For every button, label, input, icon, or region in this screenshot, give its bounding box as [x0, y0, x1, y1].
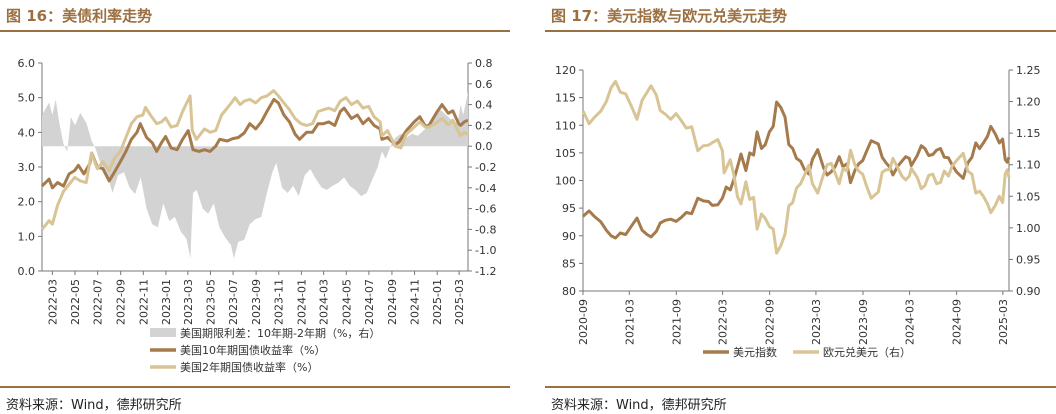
left-axis-tick-label: 100: [555, 175, 576, 188]
series-line-1: [581, 79, 1011, 255]
x-axis-tick-label: 2025-03: [453, 279, 466, 325]
x-axis-tick-label: 2022-11: [137, 279, 150, 325]
left-axis-tick-label: 85: [562, 257, 576, 270]
x-axis-tick-label: 2024-01: [295, 279, 308, 325]
x-axis-tick-label: 2022-03: [717, 299, 730, 345]
x-axis-tick-label: 2023-05: [204, 279, 217, 325]
right-axis-tick-label: 1.25: [1016, 64, 1041, 77]
x-axis-tick-label: 2023-03: [182, 279, 195, 325]
left-axis-tick-label: 80: [562, 285, 576, 298]
left-axis-tick-label: 110: [555, 119, 576, 132]
left-axis-tick-label: 90: [562, 230, 576, 243]
source-rule: [545, 386, 1056, 388]
series-spread-area: [42, 92, 468, 259]
x-axis-tick-label: 2023-01: [160, 279, 173, 325]
left-axis-tick-label: 6.0: [18, 57, 36, 70]
x-axis-tick-label: 2024-03: [904, 299, 917, 345]
left-axis-tick-label: 5.0: [18, 92, 36, 105]
right-axis-tick-label: -0.8: [475, 223, 496, 236]
x-axis-tick-label: 2022-05: [69, 279, 82, 325]
x-axis-tick-label: 2021-09: [670, 299, 683, 345]
x-axis-tick-label: 2023-09: [857, 299, 870, 345]
source-note: 资料来源：Wind，德邦研究所: [6, 398, 182, 413]
x-axis-tick-label: 2020-09: [577, 299, 590, 345]
right-axis-tick-label: 1.00: [1016, 222, 1041, 235]
legend-label: 美国期限利差：10年期-2年期（%，右）: [180, 326, 380, 340]
legend-label: 美元指数: [733, 345, 777, 359]
right-axis-tick-label: -0.2: [475, 161, 496, 174]
left-axis-tick-label: 4.0: [18, 126, 36, 139]
figure-title: 图 16：美债利率走势: [6, 7, 153, 25]
title-rule: [545, 30, 1056, 32]
right-axis-tick-label: 0.2: [475, 119, 493, 132]
right-axis-tick-label: 0.90: [1016, 285, 1041, 298]
right-axis-tick-label: -1.2: [475, 265, 496, 278]
left-axis-tick-label: 120: [555, 64, 576, 77]
ust-chart: 0.0 1.0 2.0 3.0 4.0 5.0 6.0 -1.2 -1.0 -0.8 -0.6 -0.…: [18, 57, 497, 374]
x-axis-tick-label: 2022-07: [92, 279, 105, 325]
right-axis-tick-label: 1.15: [1016, 127, 1041, 140]
chart-panel-dxy: 图 17：美元指数与欧元兑美元走势 80 85 90 95 100 105 110 115 12…: [545, 0, 1056, 414]
left-axis-tick-label: 2.0: [18, 196, 36, 209]
right-axis-tick-label: 0.95: [1016, 253, 1041, 266]
right-axis-tick-label: 1.10: [1016, 159, 1041, 172]
x-axis-tick-label: 2023-09: [250, 279, 263, 325]
right-axis-tick-label: 0.4: [475, 99, 493, 112]
x-axis-tick-label: 2024-09: [951, 299, 964, 345]
x-axis-tick-label: 2025-01: [431, 279, 444, 325]
left-axis-tick-label: 0.0: [18, 265, 36, 278]
right-axis-tick-label: -0.6: [475, 203, 496, 216]
right-axis-tick-label: 1.20: [1016, 96, 1041, 109]
left-axis-tick-label: 1.0: [18, 230, 36, 243]
x-axis-tick-label: 2024-03: [318, 279, 331, 325]
right-axis-tick-label: 0.8: [475, 57, 493, 70]
right-axis-tick-label: -0.4: [475, 182, 496, 195]
x-axis-tick-label: 2023-11: [273, 279, 286, 325]
x-axis-tick-label: 2024-11: [409, 279, 422, 325]
x-axis-tick-label: 2023-03: [810, 299, 823, 345]
right-axis-tick-label: 1.05: [1016, 190, 1041, 203]
x-axis-tick-label: 2021-03: [623, 299, 636, 345]
legend-label: 美国10年期国债收益率（%）: [180, 343, 325, 357]
x-axis-tick-label: 2024-07: [363, 279, 376, 325]
right-axis-tick-label: 0.6: [475, 78, 493, 91]
right-axis-tick-label: 0.0: [475, 140, 493, 153]
source-note: 资料来源：Wind，德邦研究所: [551, 398, 727, 413]
x-axis-tick-label: 2023-07: [227, 279, 240, 325]
left-axis-tick-label: 115: [555, 92, 576, 105]
title-rule: [0, 30, 510, 32]
right-axis-tick-label: -1.0: [475, 244, 496, 257]
legend-label: 欧元兑美元（右）: [823, 345, 911, 359]
x-axis-tick-label: 2022-09: [115, 279, 128, 325]
x-axis-tick-label: 2022-03: [46, 279, 59, 325]
x-axis-tick-label: 2022-09: [764, 299, 777, 345]
source-rule: [0, 386, 510, 388]
x-axis-tick-label: 2024-09: [386, 279, 399, 325]
left-axis-tick-label: 3.0: [18, 161, 36, 174]
chart-panel-ust: 图 16：美债利率走势 0.0 1.0 2.0 3.0 4.0 5.0 6.0 -1.2 -1.…: [0, 0, 510, 414]
x-axis-tick-label: 2024-05: [340, 279, 353, 325]
series-line-2: [40, 89, 469, 231]
left-axis-tick-label: 95: [562, 202, 576, 215]
legend-label: 美国2年期国债收益率（%）: [180, 360, 318, 374]
series-line-1: [40, 97, 469, 190]
legend-swatch: [150, 328, 176, 337]
left-axis-tick-label: 105: [555, 147, 576, 160]
figure-title: 图 17：美元指数与欧元兑美元走势: [551, 7, 788, 25]
dxy-chart: 80 85 90 95 100 105 110 115 120 0.90 0.95 1.00 1.05 1…: [555, 64, 1041, 359]
x-axis-tick-label: 2025-03: [997, 299, 1010, 345]
